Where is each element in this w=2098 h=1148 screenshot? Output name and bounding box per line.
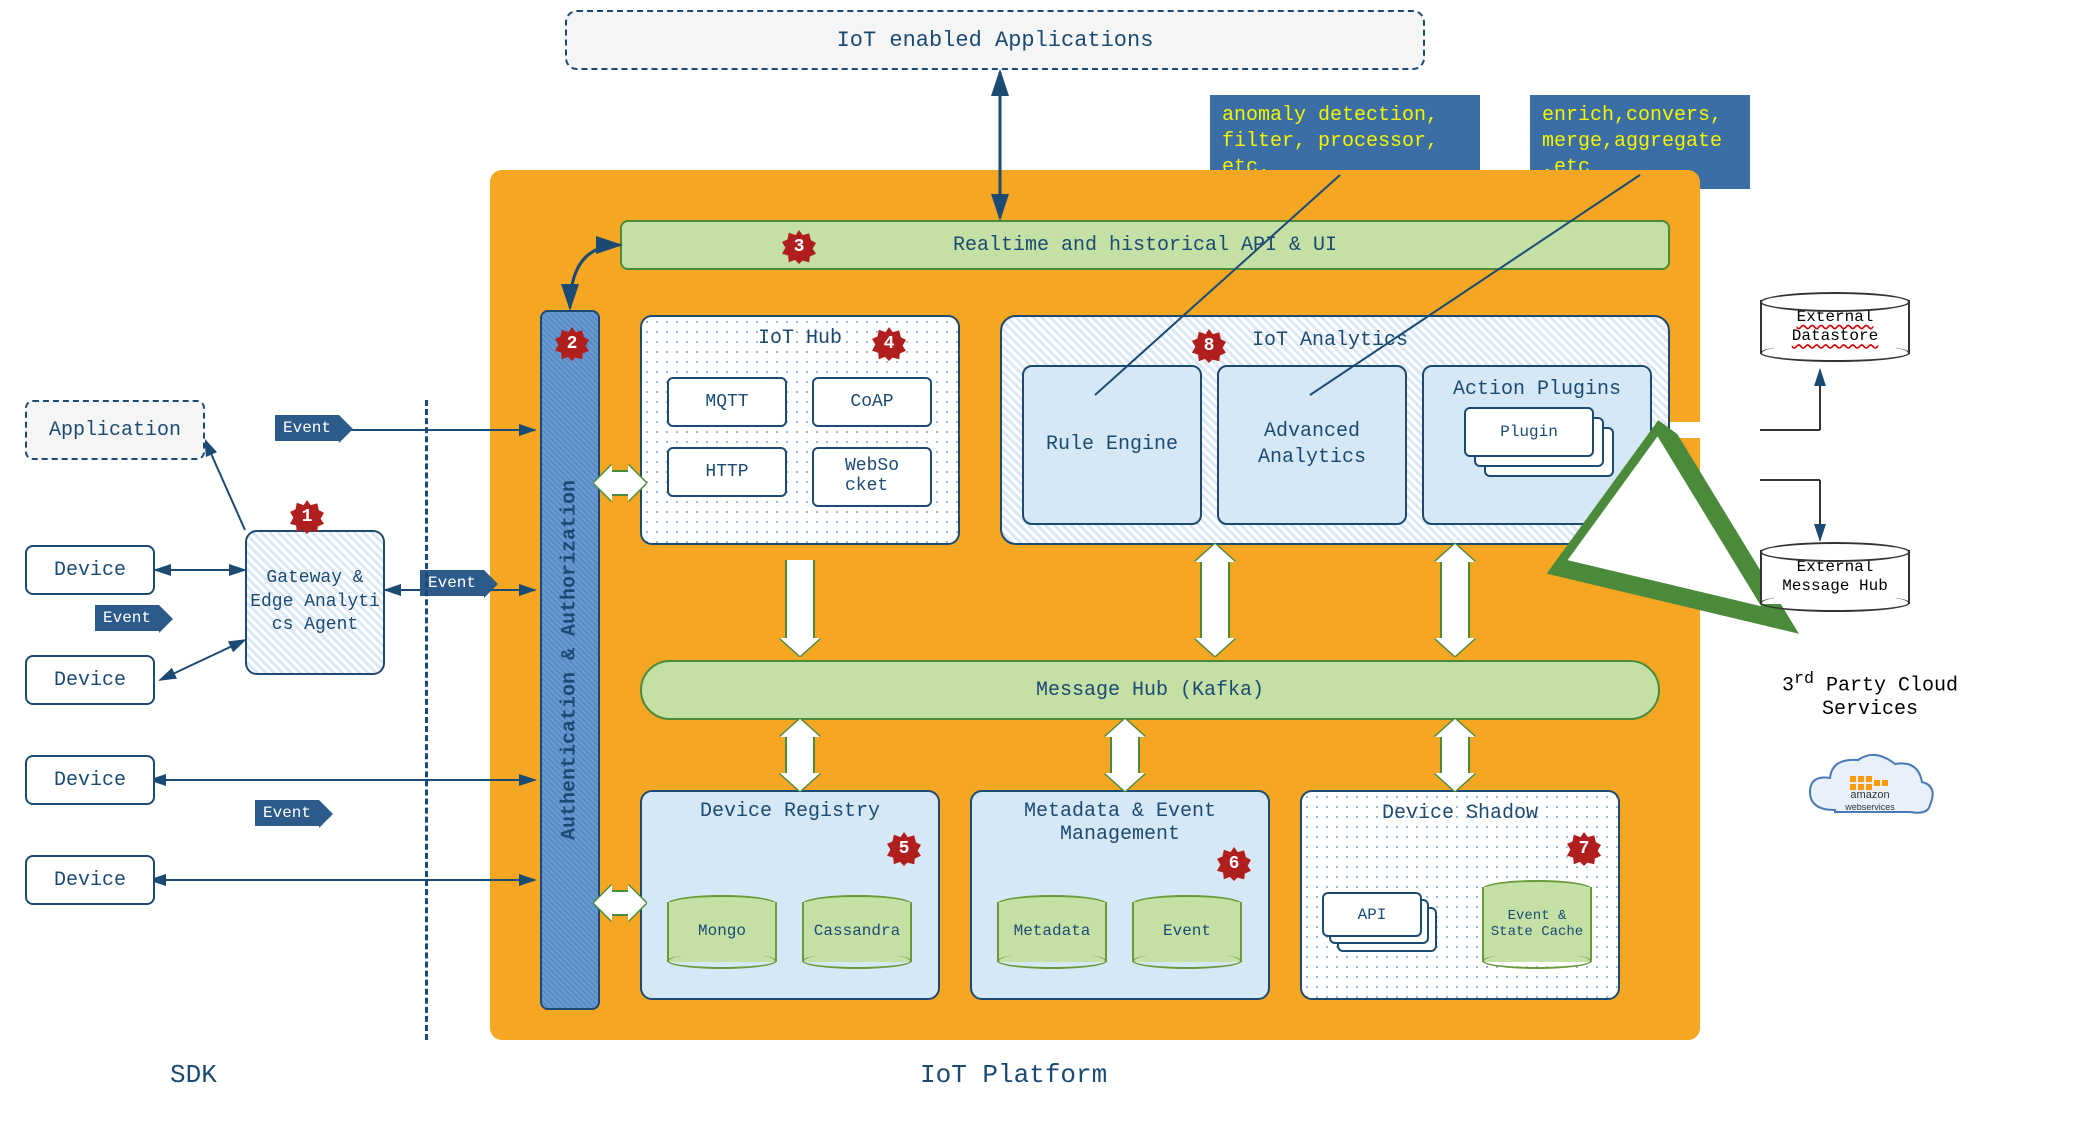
arrow-kafka-metadata [1110, 735, 1140, 775]
db-cassandra: Cassandra [802, 902, 912, 962]
metadata-mgmt-title: Metadata & Event Management [972, 800, 1268, 846]
badge-3: 3 [782, 230, 816, 264]
iot-analytics-module: 8 IoT Analytics Rule Engine Advanced Ana… [1000, 315, 1670, 545]
platform-label: IoT Platform [920, 1060, 1107, 1090]
iot-enabled-applications: IoT enabled Applications [565, 10, 1425, 70]
sdk-label: SDK [170, 1060, 217, 1090]
event-tag-3: Event [95, 605, 159, 631]
arrow-adv-kafka [1440, 560, 1470, 640]
device-box-2: Device [25, 655, 155, 705]
device-shadow-title: Device Shadow [1302, 802, 1618, 825]
event-tag-4: Event [255, 800, 319, 826]
metadata-mgmt-box: Metadata & Event Management 6 Metadata E… [970, 790, 1270, 1000]
realtime-api-bar: 3 Realtime and historical API & UI [620, 220, 1670, 270]
message-hub: Message Hub (Kafka) [640, 660, 1660, 720]
external-msg-hub: External Message Hub [1760, 550, 1910, 604]
badge-8: 8 [1192, 329, 1226, 363]
protocol-websocket: WebSocket [812, 447, 932, 507]
db-mongo: Mongo [667, 902, 777, 962]
device-registry-box: Device Registry 5 Mongo Cassandra [640, 790, 940, 1000]
badge-6: 6 [1217, 847, 1251, 881]
iot-hub-title: IoT Hub [642, 327, 958, 350]
rule-engine-box: Rule Engine [1022, 365, 1202, 525]
gateway-box: Gateway & Edge Analyti cs Agent [245, 530, 385, 675]
plugin-card: Plugin [1464, 407, 1594, 457]
event-state-cache: Event & State Cache [1482, 887, 1592, 962]
sdk-separator [425, 400, 428, 1040]
advanced-analytics-box: Advanced Analytics [1217, 365, 1407, 525]
db-metadata: Metadata [997, 902, 1107, 962]
protocol-coap: CoAP [812, 377, 932, 427]
device-registry-title: Device Registry [642, 800, 938, 823]
aws-cloud-icon: amazon webservices [1800, 750, 1940, 840]
svg-text:amazon: amazon [1850, 789, 1889, 801]
application-box: Application [25, 400, 205, 460]
arrow-hub-to-kafka [785, 560, 815, 640]
api-card: API [1322, 892, 1422, 937]
protocol-mqtt: MQTT [667, 377, 787, 427]
action-plugins-title: Action Plugins [1453, 377, 1621, 403]
device-box-1: Device [25, 545, 155, 595]
external-datastore: External Datastore [1760, 300, 1910, 354]
device-box-3: Device [25, 755, 155, 805]
arrow-rule-kafka [1200, 560, 1230, 640]
device-box-4: Device [25, 855, 155, 905]
device-shadow-box: Device Shadow 7 API Event & State Cache [1300, 790, 1620, 1000]
event-tag-2: Event [420, 570, 484, 596]
arrow-kafka-registry [785, 735, 815, 775]
arrow-auth-registry [610, 890, 630, 916]
badge-2: 2 [555, 327, 589, 361]
arrow-kafka-shadow [1440, 735, 1470, 775]
badge-5: 5 [887, 832, 921, 866]
event-tag-1: Event [275, 415, 339, 441]
badge-1: 1 [290, 500, 324, 534]
svg-text:webservices: webservices [1844, 802, 1895, 812]
third-party-label: 3rd Party Cloud Services [1780, 670, 1960, 721]
auth-label: Authentication & Authorization [559, 480, 582, 840]
iot-hub-module: IoT Hub 4 MQTT CoAP HTTP WebSocket [640, 315, 960, 545]
badge-7: 7 [1567, 832, 1601, 866]
iot-analytics-title: IoT Analytics [1252, 329, 1408, 352]
arrow-auth-hub [610, 470, 630, 496]
realtime-api-label: Realtime and historical API & UI [953, 234, 1337, 257]
action-plugins-box: Action Plugins Plugin [1422, 365, 1652, 525]
db-event: Event [1132, 902, 1242, 962]
protocol-http: HTTP [667, 447, 787, 497]
auth-vertical: 2 Authentication & Authorization [540, 310, 600, 1010]
